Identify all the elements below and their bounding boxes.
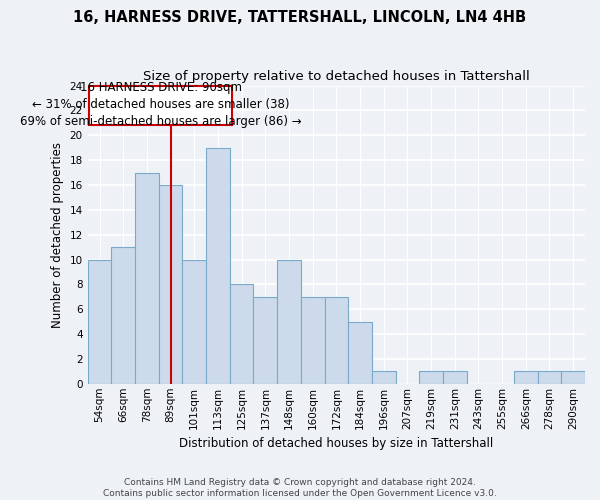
Bar (159, 185, 182, 384)
Title: Size of property relative to detached houses in Tattershall: Size of property relative to detached ho… (143, 70, 530, 83)
Bar (277, 260, 301, 384)
X-axis label: Distribution of detached houses by size in Tattershall: Distribution of detached houses by size … (179, 437, 493, 450)
Text: 16 HARNESS DRIVE: 90sqm
← 31% of detached houses are smaller (38)
69% of semi-de: 16 HARNESS DRIVE: 90sqm ← 31% of detache… (20, 82, 301, 128)
Bar (206, 148, 230, 384)
FancyBboxPatch shape (89, 86, 232, 126)
Bar (112, 247, 135, 384)
Bar (419, 372, 443, 384)
Bar (325, 297, 348, 384)
Bar (348, 322, 372, 384)
Bar (372, 372, 395, 384)
Bar (230, 284, 253, 384)
Text: 16, HARNESS DRIVE, TATTERSHALL, LINCOLN, LN4 4HB: 16, HARNESS DRIVE, TATTERSHALL, LINCOLN,… (73, 10, 527, 25)
Bar (182, 260, 206, 384)
Bar (514, 372, 538, 384)
Bar (562, 372, 585, 384)
Bar (253, 297, 277, 384)
Bar (443, 372, 467, 384)
Bar (538, 372, 562, 384)
Bar (135, 172, 159, 384)
Text: Contains HM Land Registry data © Crown copyright and database right 2024.
Contai: Contains HM Land Registry data © Crown c… (103, 478, 497, 498)
Bar (301, 297, 325, 384)
Bar (88, 260, 112, 384)
Y-axis label: Number of detached properties: Number of detached properties (51, 142, 64, 328)
